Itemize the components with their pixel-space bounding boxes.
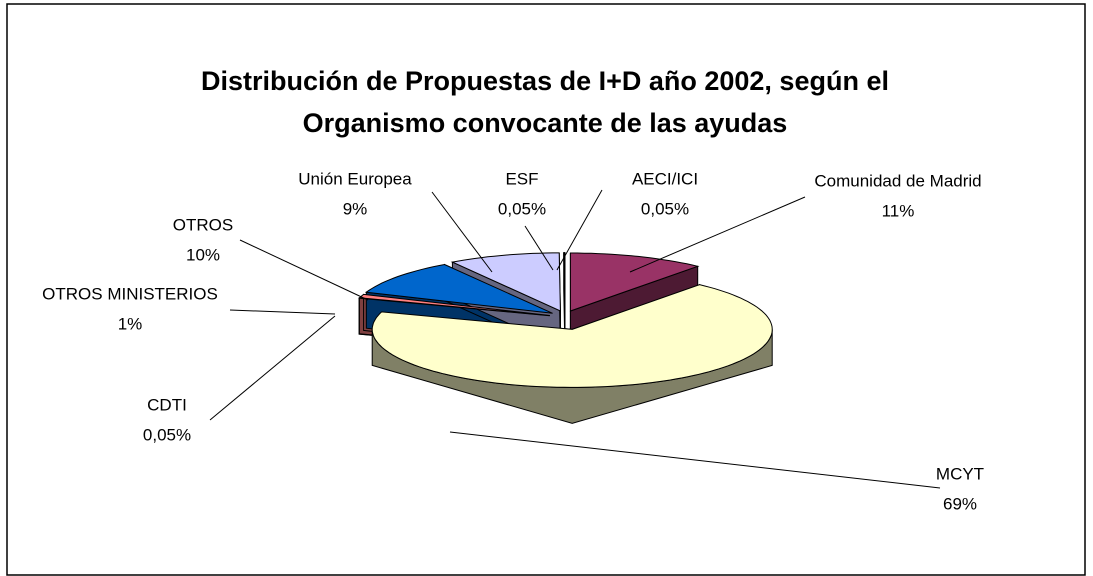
leader-line	[229, 309, 336, 315]
leader-line	[431, 191, 493, 273]
value-label: 69%	[943, 494, 977, 513]
category-label: Unión Europea	[298, 169, 412, 188]
slice	[358, 293, 550, 316]
slice	[364, 263, 553, 314]
slice	[371, 284, 773, 388]
chart-title: Organismo convocante de las ayudas	[303, 108, 788, 138]
value-label: 11%	[882, 201, 915, 220]
leader-line	[239, 239, 369, 301]
value-label: 0,05%	[498, 199, 546, 218]
category-label: OTROS	[173, 215, 233, 234]
value-label: 0,05%	[143, 425, 191, 444]
value-label: 9%	[343, 199, 368, 218]
leader-line	[524, 225, 554, 271]
value-label: 1%	[118, 314, 143, 333]
category-label: OTROS MINISTERIOS	[42, 284, 218, 303]
category-label: MCYT	[936, 464, 984, 483]
leader-line	[556, 189, 603, 271]
category-label: CDTI	[147, 395, 187, 414]
value-label: 10%	[186, 245, 220, 264]
value-label: 0,05%	[641, 199, 689, 218]
category-label: Comunidad de Madrid	[814, 171, 981, 190]
category-label: AECI/ICI	[632, 169, 698, 188]
slice	[569, 252, 700, 312]
leader-line	[629, 196, 806, 273]
chart-title: Distribución de Propuestas de I+D año 20…	[201, 66, 889, 96]
slice	[563, 252, 566, 311]
leader-line	[209, 315, 336, 421]
category-label: ESF	[505, 169, 538, 188]
slice	[450, 252, 561, 312]
leader-line	[449, 431, 941, 489]
